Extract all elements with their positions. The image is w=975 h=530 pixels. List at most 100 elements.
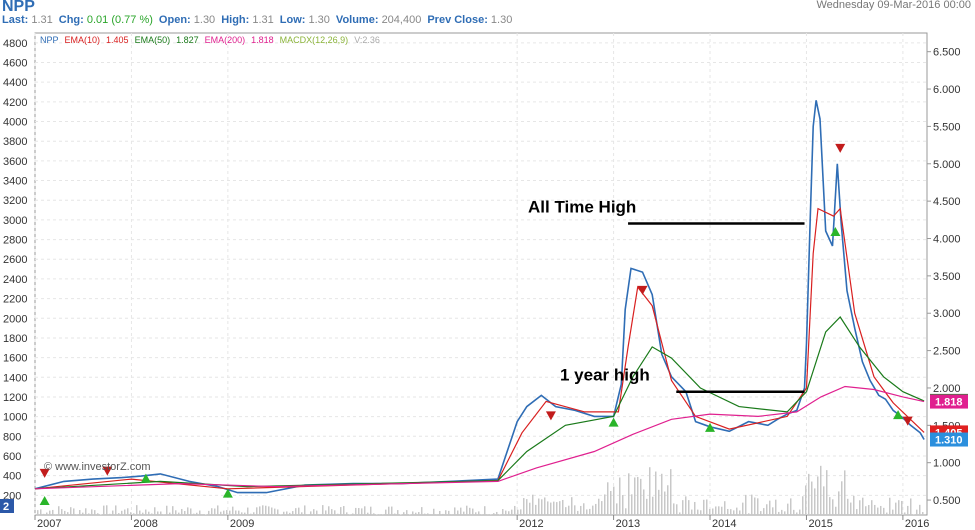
volume-bar [631,494,633,515]
volume-bar [181,508,183,515]
volume-bar [490,514,492,515]
volume-bar [658,489,660,515]
left-axis-tick-15: 1800 [3,333,27,345]
quote-label-0: Last: [2,14,32,26]
volume-bar [322,505,324,515]
volume-bar [103,505,105,515]
volume-bar [133,513,135,515]
price-badge-bg [930,394,968,409]
volume-bar [565,507,567,515]
volume-bar [91,509,93,515]
volume-bar [115,505,117,515]
volume-bar [472,508,474,515]
quote-label-4: Low: [279,14,309,26]
signal-marker-down [545,411,556,421]
volume-bar [721,506,723,515]
volume-bar [292,511,294,515]
left-axis-tick-2: 4400 [3,77,27,89]
quote-label-5: Volume: [335,14,382,26]
volume-bar [775,499,777,515]
left-axis-tick-16: 1600 [3,353,27,365]
volume-bar [283,511,285,515]
volume-bar [613,486,615,515]
volume-bar [58,506,60,515]
volume-bar [508,511,510,515]
volume-bar [583,503,585,515]
volume-bar [415,512,417,515]
volume-bar [412,511,414,515]
volume-bar [709,508,711,515]
volume-bar [661,473,663,515]
volume-bar [571,497,573,515]
volume-bar [94,510,96,515]
volume-bar [64,510,66,515]
volume-bar [853,495,855,515]
volume-bar [742,502,744,515]
volume-bar [100,514,102,515]
volume-bar [685,496,687,515]
legend-item-5: EMA(200) [205,35,246,45]
volume-bar [850,502,852,515]
volume-bar [844,470,846,515]
signal-marker-down [902,416,913,426]
volume-bar [424,513,426,515]
volume-bar [364,506,366,515]
volume-bar [505,510,507,515]
volume-bar [139,510,141,515]
volume-bar [79,510,81,515]
volume-bar [229,510,231,515]
right-axis-tick-7: 3.000 [933,308,961,320]
volume-bar [301,512,303,515]
volume-bar [700,510,702,515]
left-axis-tick-8: 3200 [3,195,27,207]
volume-bar [241,512,243,515]
right-axis-tick-8: 2.500 [933,346,961,358]
volume-bar [733,510,735,515]
volume-bar [589,508,591,515]
ticker-symbol[interactable]: NPP [2,0,35,15]
volume-bar [619,477,621,515]
volume-bar [391,506,393,515]
volume-bar [526,499,528,515]
volume-bar [547,501,549,515]
volume-bar [421,507,423,515]
legend-item-7: MACDX(12,26,9) [280,35,349,45]
volume-bar [247,507,249,515]
volume-bar [436,514,438,515]
volume-bar [466,505,468,515]
x-axis-tick-5: 2014 [712,518,736,530]
signal-marker-up [140,473,151,483]
volume-bar [802,496,804,515]
left-axis-tick-17: 1400 [3,372,27,384]
left-axis-tick-22: 400 [3,471,21,483]
right-axis-tick-0: 6.500 [933,47,961,59]
left-axis-tick-9: 3000 [3,215,27,227]
volume-bar [676,504,678,515]
volume-bar [874,504,876,515]
volume-bar [778,511,780,515]
volume-bar [196,512,198,515]
volume-bar [838,491,840,515]
volume-bar [427,513,429,515]
x-axis-tick-1: 2008 [133,518,157,530]
left-axis-tick-20: 800 [3,431,21,443]
volume-bar [448,510,450,515]
volume-bar [793,509,795,515]
series-line-ema50 [34,316,925,490]
volume-bar [130,512,132,515]
legend-item-6: 1.818 [251,35,274,45]
volume-bar [187,507,189,515]
price-chart[interactable]: 4800 4600 4400 4200 4000 3800 3600 3400 3200 3000… [0,28,975,530]
volume-bar [265,505,267,515]
volume-bar [37,510,39,515]
volume-bar [901,500,903,515]
volume-bar [691,509,693,515]
volume-bar [667,485,669,515]
volume-bar [469,507,471,515]
volume-bar [886,512,888,515]
volume-bar [178,512,180,515]
left-axis-tick-13: 2200 [3,294,27,306]
signal-marker-up [222,488,233,498]
volume-bar [442,513,444,515]
left-axis-tick-18: 1200 [3,392,27,404]
